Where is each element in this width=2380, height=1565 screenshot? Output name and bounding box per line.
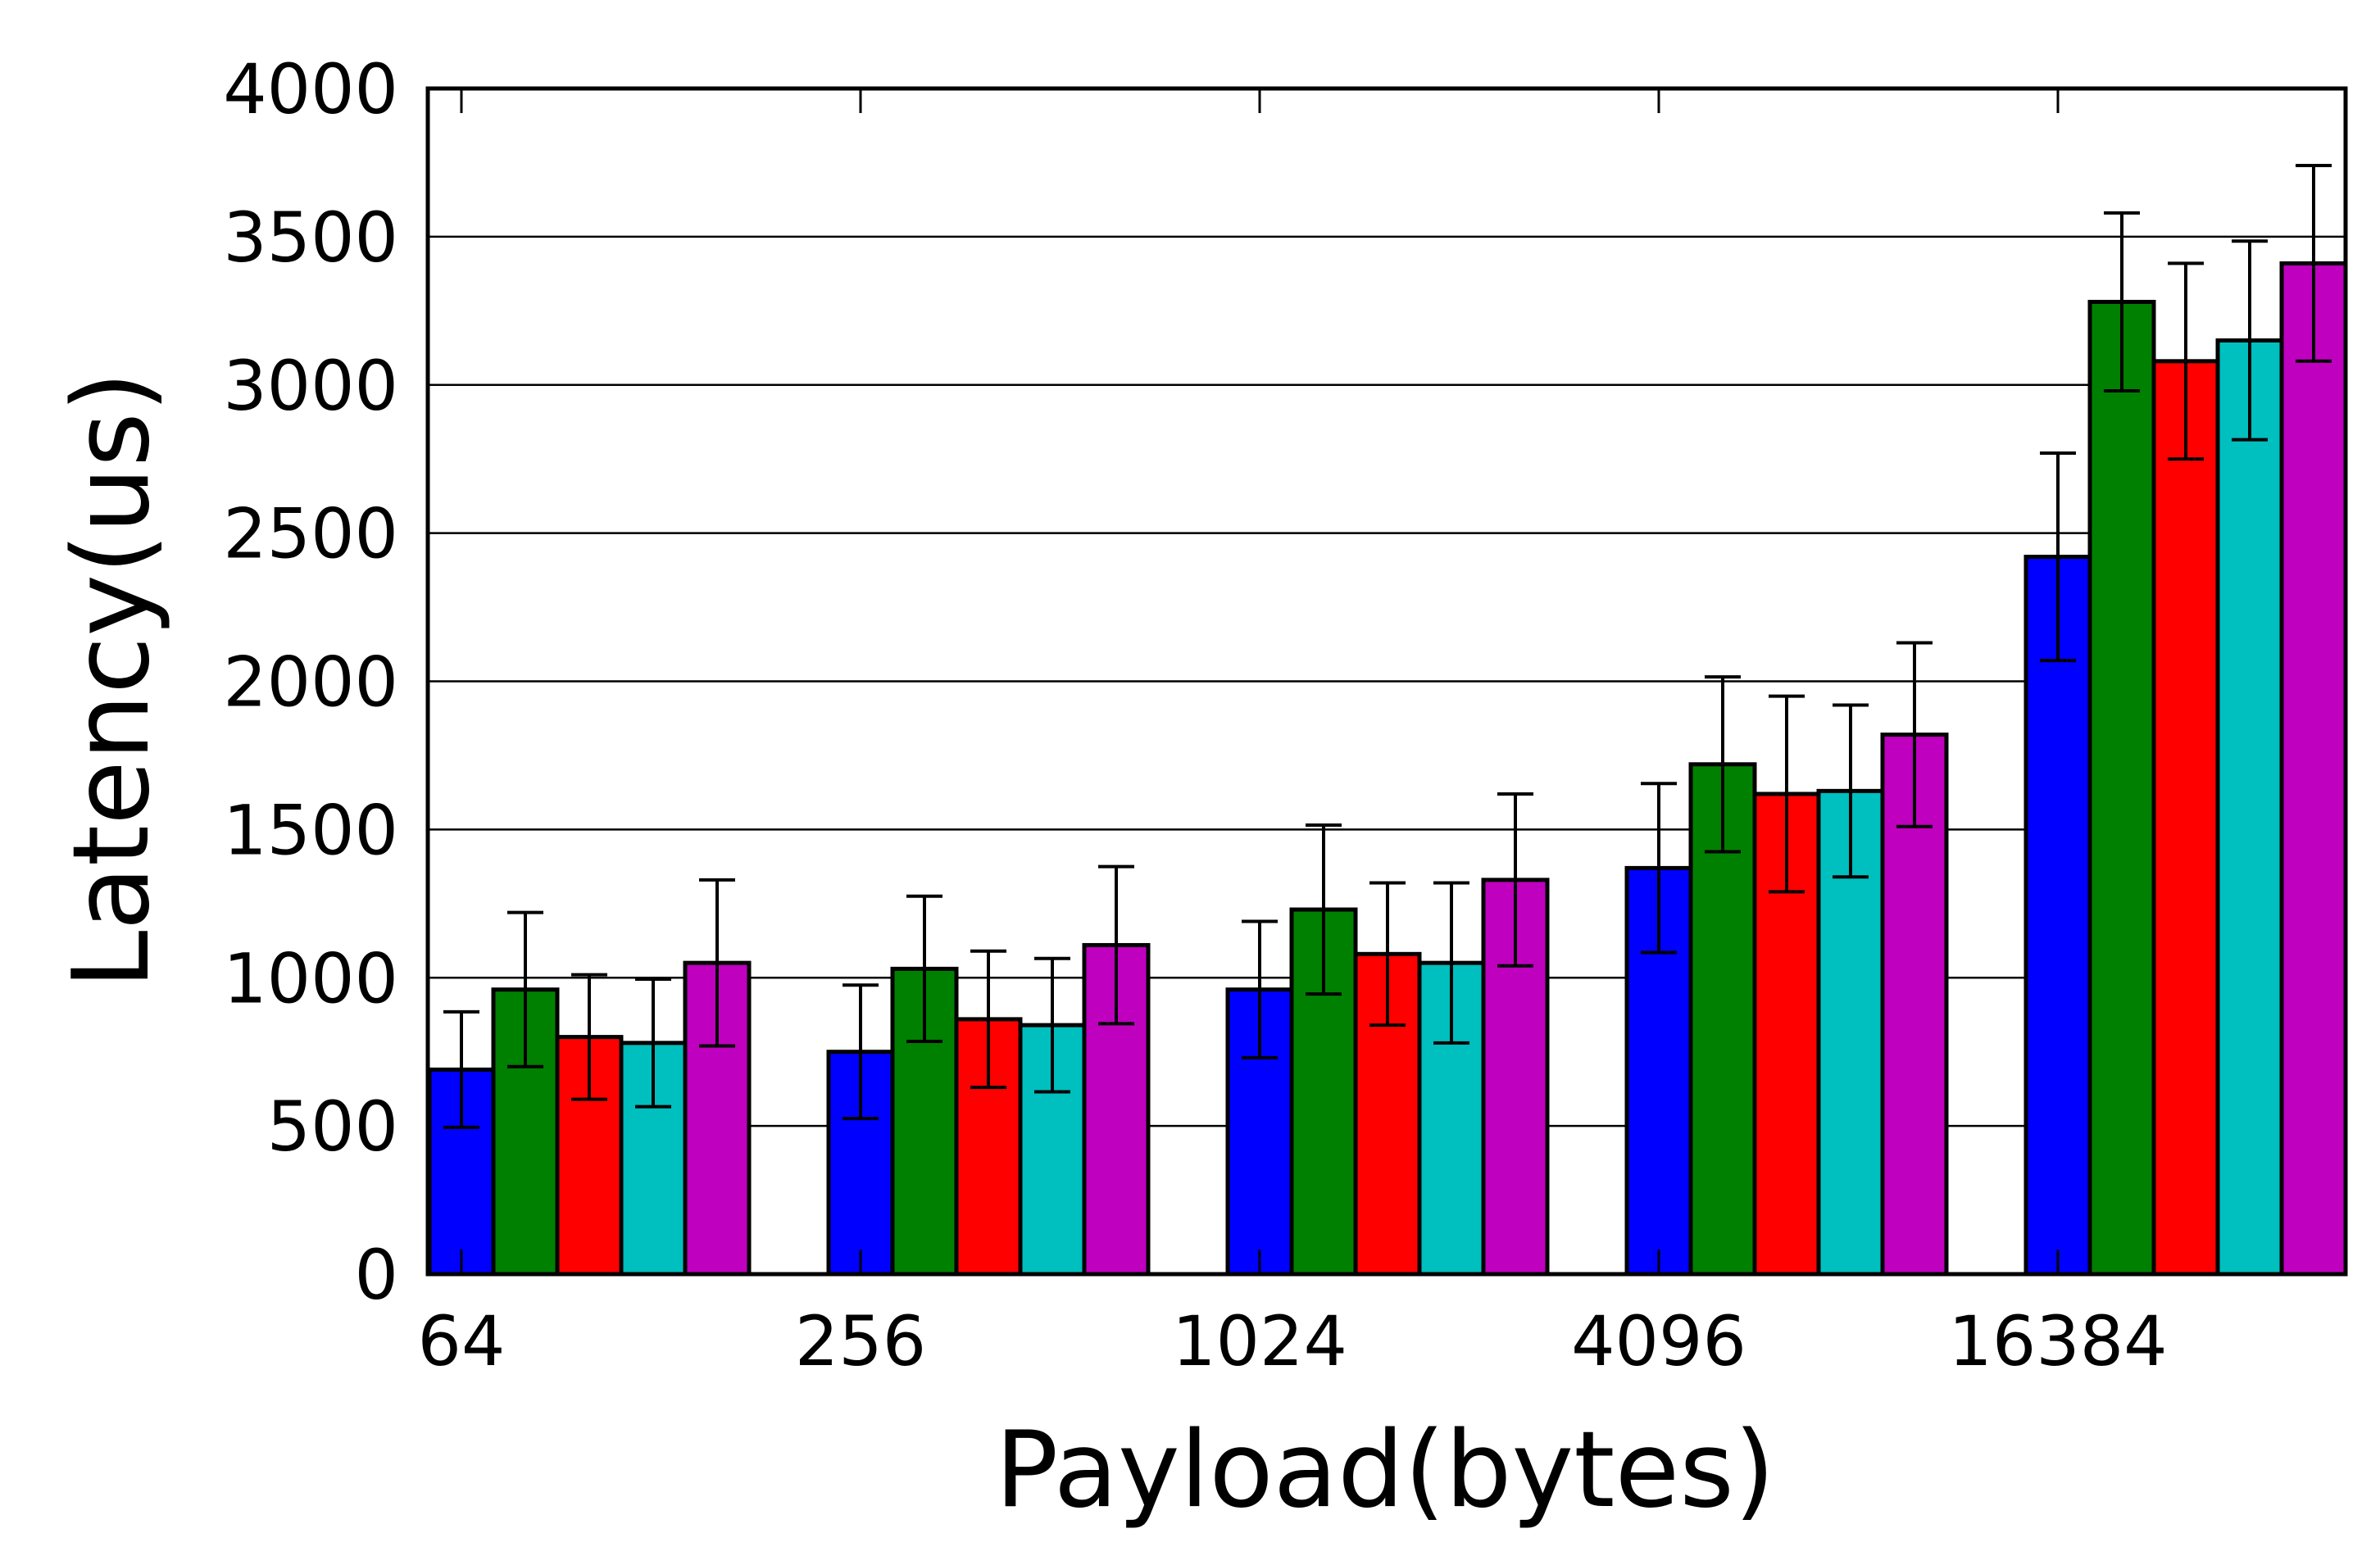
y-tick-label: 1000: [223, 938, 398, 1018]
y-tick-label: 1500: [223, 790, 398, 870]
x-tick-label: 64: [418, 1301, 506, 1381]
bar: [2215, 338, 2284, 1277]
bar: [2151, 359, 2220, 1277]
bars: [427, 261, 2348, 1277]
x-tick-label: 4096: [1571, 1301, 1746, 1381]
bar: [2023, 555, 2092, 1277]
y-tick-label: 500: [267, 1086, 398, 1167]
y-tick-label: 4000: [223, 49, 398, 129]
y-tick-label: 3000: [223, 346, 398, 426]
y-tick-label: 3500: [223, 197, 398, 278]
x-tick-label: 1024: [1172, 1301, 1347, 1381]
x-tick-label: 16384: [1948, 1301, 2167, 1381]
y-axis-title: Latency(us): [51, 371, 173, 989]
error-bars: [443, 164, 2332, 1129]
bar: [2279, 261, 2348, 1277]
bar: [2087, 299, 2156, 1277]
y-tick-label: 0: [355, 1235, 398, 1315]
y-tick-label: 2500: [223, 494, 398, 574]
y-tick-label: 2000: [223, 642, 398, 723]
plot-frame: [425, 86, 2348, 1277]
x-tick-label: 256: [795, 1301, 926, 1381]
plot-border: [425, 86, 2348, 1277]
x-axis-title: Payload(bytes): [995, 1409, 1775, 1531]
y-axis-ticks: 0 500 1000 1500 2000 2500 3000 3500 4000: [223, 49, 398, 1315]
x-axis-ticks: 64 256 1024 4096 16384: [418, 88, 2168, 1381]
